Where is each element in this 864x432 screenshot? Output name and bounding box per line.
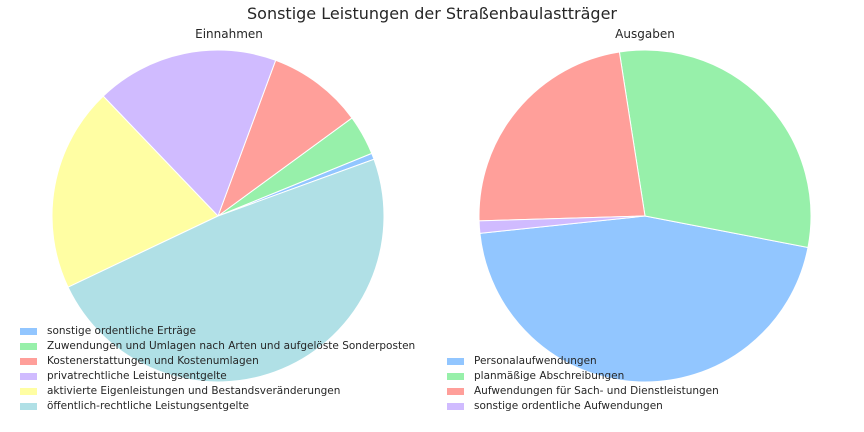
legend-item-zuwendungen-und-umlagen-nach-arten-und-aufgeloeste-sonderposten: Zuwendungen und Umlagen nach Arten und a… xyxy=(20,339,415,354)
legend-swatch xyxy=(447,358,464,365)
legend-item-planmaessige-abschreibungen: planmäßige Abschreibungen xyxy=(447,369,719,384)
legend-swatch xyxy=(20,358,37,365)
legend-swatch xyxy=(20,373,37,380)
legend-label: privatrechtliche Leistungsentgelte xyxy=(47,370,227,382)
legend-label: aktivierte Eigenleistungen und Bestandsv… xyxy=(47,385,341,397)
legend-label: sonstige ordentliche Aufwendungen xyxy=(474,400,663,412)
legend-swatch xyxy=(20,403,37,410)
pie-slice-privatrechtliche-leistungsentgelte xyxy=(102,49,277,217)
pie-slice-planmaessige-abschreibungen xyxy=(618,49,812,249)
legend-label: Zuwendungen und Umlagen nach Arten und a… xyxy=(47,340,416,352)
legend-swatch xyxy=(20,328,37,335)
legend-swatch xyxy=(447,403,464,410)
legend-item-sonstige-ordentliche-aufwendungen: sonstige ordentliche Aufwendungen xyxy=(447,399,719,414)
legend-item-aufwendungen-fuer-sach-und-dienstleistungen: Aufwendungen für Sach- und Dienstleistun… xyxy=(447,384,719,399)
legend-label: öffentlich-rechtliche Leistungsentgelte xyxy=(47,400,250,412)
legend-label: Personalaufwendungen xyxy=(474,355,597,367)
legend-swatch xyxy=(20,343,37,350)
pie-title-ausgaben: Ausgaben xyxy=(615,27,675,41)
pie-title-einnahmen: Einnahmen xyxy=(195,27,263,41)
legend-item-kostenerstattungen-und-kostenumlagen: Kostenerstattungen und Kostenumlagen xyxy=(20,354,415,369)
legend-swatch xyxy=(447,388,464,395)
pie-slice-aktivierte-eigenleistungen-und-bestandsveraenderungen xyxy=(51,95,219,288)
legend-label: Kostenerstattungen und Kostenumlagen xyxy=(47,355,259,367)
legend-swatch xyxy=(20,388,37,395)
legend-item-oeffentlich-rechtliche-leistungsentgelte: öffentlich-rechtliche Leistungsentgelte xyxy=(20,399,415,414)
legend-swatch xyxy=(447,373,464,380)
legend-item-privatrechtliche-leistungsentgelte: privatrechtliche Leistungsentgelte xyxy=(20,369,415,384)
legend-item-personalaufwendungen: Personalaufwendungen xyxy=(447,354,719,369)
legend-label: Aufwendungen für Sach- und Dienstleistun… xyxy=(474,385,719,397)
figure-title: Sonstige Leistungen der Straßenbaulasttr… xyxy=(247,4,617,23)
legend-ausgaben: Personalaufwendungen planmäßige Abschreib… xyxy=(447,354,719,414)
pie-slice-oeffentlich-rechtliche-leistungsentgelte xyxy=(67,158,385,383)
pie-slice-personalaufwendungen xyxy=(479,215,809,383)
pie-slice-aufwendungen-fuer-sach-und-dienstleistungen xyxy=(478,51,646,222)
pie-slice-sonstige-ordentliche-aufwendungen xyxy=(478,215,646,234)
legend-label: sonstige ordentliche Erträge xyxy=(47,325,196,337)
legend-einnahmen: sonstige ordentliche Erträge Zuwendungen … xyxy=(20,324,415,414)
legend-item-sonstige-ordentliche-ertraege: sonstige ordentliche Erträge xyxy=(20,324,415,339)
legend-item-aktivierte-eigenleistungen-und-bestandsveraenderungen: aktivierte Eigenleistungen und Bestandsv… xyxy=(20,384,415,399)
legend-label: planmäßige Abschreibungen xyxy=(474,370,625,382)
pie-slice-kostenerstattungen-und-kostenumlagen xyxy=(216,59,353,218)
